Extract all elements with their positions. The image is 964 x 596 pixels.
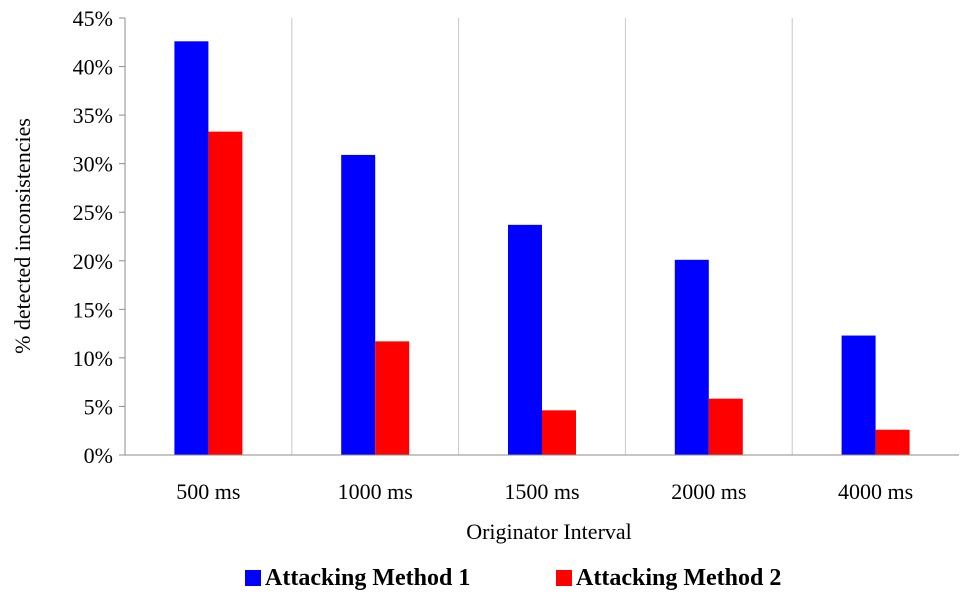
y-axis-label: % detected inconsistencies <box>10 118 35 354</box>
bar-series-1-1000-ms <box>341 154 376 455</box>
y-tick-label: 35% <box>73 103 113 128</box>
bars <box>174 41 910 455</box>
y-tick-label: 25% <box>73 200 113 225</box>
bar-series-2-1500-ms <box>542 410 576 455</box>
y-tick-label: 45% <box>73 6 113 31</box>
y-tick-label: 15% <box>73 297 113 322</box>
x-tick-label: 2000 ms <box>671 479 746 504</box>
bar-series-2-4000-ms <box>875 429 910 455</box>
axes <box>119 17 959 456</box>
x-tick-labels: 500 ms 1000 ms 1500 ms 2000 ms 4000 ms <box>176 479 913 504</box>
y-tick-labels: 0% 5% 10% 15% 20% 25% 30% 35% 40% 45% <box>73 6 113 468</box>
bar-series-1-2000-ms <box>674 259 709 455</box>
y-tick-label: 40% <box>73 55 113 80</box>
legend-label-series-1: Attacking Method 1 <box>265 565 470 591</box>
x-tick-label: 500 ms <box>176 479 240 504</box>
bar-series-1-1500-ms <box>508 224 542 455</box>
legend-swatch-series-2 <box>556 570 572 586</box>
bar-series-1-500-ms <box>174 41 209 455</box>
y-tick-label: 10% <box>73 346 113 371</box>
bar-series-2-500-ms <box>208 131 243 455</box>
bar-series-2-2000-ms <box>708 398 743 455</box>
x-tick-label: 4000 ms <box>838 479 913 504</box>
bar-series-2-1000-ms <box>375 341 410 455</box>
y-tick-label: 0% <box>84 443 113 468</box>
x-tick-label: 1500 ms <box>504 479 579 504</box>
x-axis-label: Originator Interval <box>466 519 632 544</box>
legend-swatch-series-1 <box>245 570 261 586</box>
y-tick-label: 5% <box>84 394 113 419</box>
y-tick-label: 30% <box>73 152 113 177</box>
y-tick-label: 20% <box>73 249 113 274</box>
legend: Attacking Method 1 Attacking Method 2 <box>245 565 781 591</box>
legend-label-series-2: Attacking Method 2 <box>576 565 781 591</box>
bar-series-1-4000-ms <box>841 335 876 455</box>
x-tick-label: 1000 ms <box>338 479 413 504</box>
grid-lines <box>291 18 793 455</box>
